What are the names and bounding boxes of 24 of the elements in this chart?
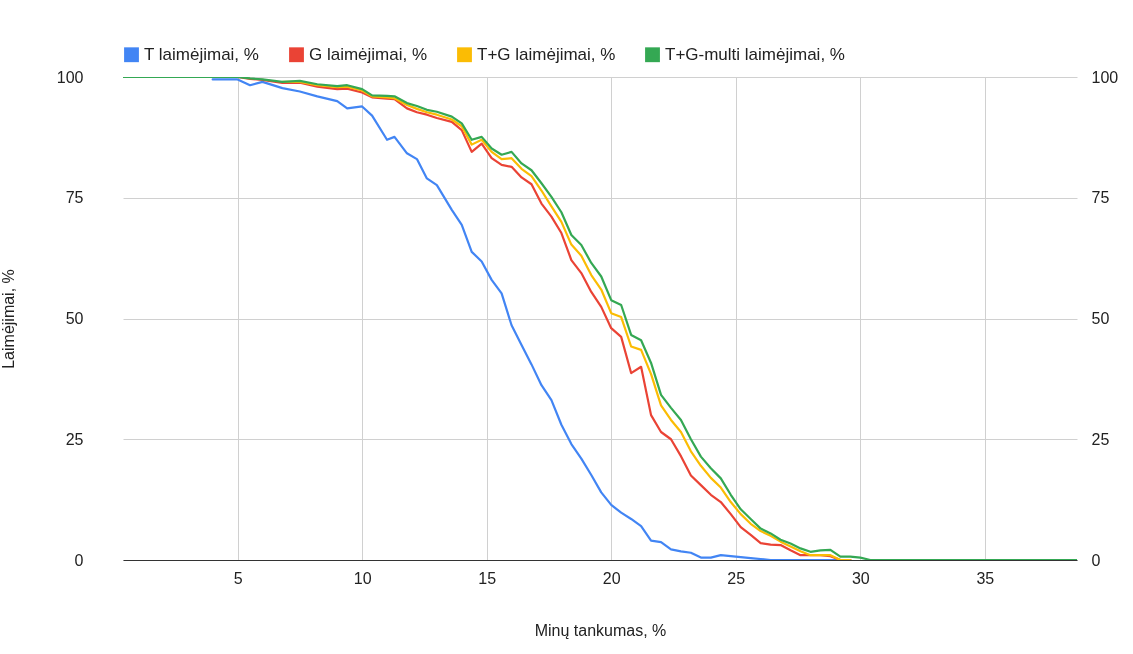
x-tick-label: 30	[851, 569, 870, 587]
y2-tick-label: 25	[1091, 430, 1110, 448]
y2-tick-label: 100	[1091, 68, 1119, 86]
y2-tick-label: 75	[1091, 189, 1110, 207]
y-tick-label: 50	[65, 310, 84, 327]
y2-tick-label: 0	[1091, 551, 1101, 569]
legend-label: T+G laimėjimai, %	[477, 44, 616, 64]
y-tick-label: 25	[65, 430, 84, 448]
y2-tick-label: 50	[1091, 310, 1110, 327]
x-tick-label: 10	[353, 569, 372, 587]
x-tick-label: 20	[602, 569, 621, 587]
x-tick-label: 15	[478, 569, 497, 587]
y-axis-title: Laimėjimai, %	[0, 269, 17, 369]
legend-label: T+G-multi laimėjimai, %	[665, 44, 845, 64]
x-tick-label: 5	[233, 569, 243, 587]
legend-label: T laimėjimai, %	[144, 44, 259, 64]
x-tick-label: 25	[727, 569, 746, 587]
y-tick-label: 75	[65, 189, 84, 207]
y-tick-label: 0	[74, 551, 84, 569]
x-axis-title: Minų tankumas, %	[534, 621, 667, 639]
x-tick-label: 35	[976, 569, 995, 587]
y-tick-label: 100	[56, 68, 84, 86]
line-series	[123, 77, 1077, 560]
legend-label: G laimėjimai, %	[309, 44, 428, 64]
